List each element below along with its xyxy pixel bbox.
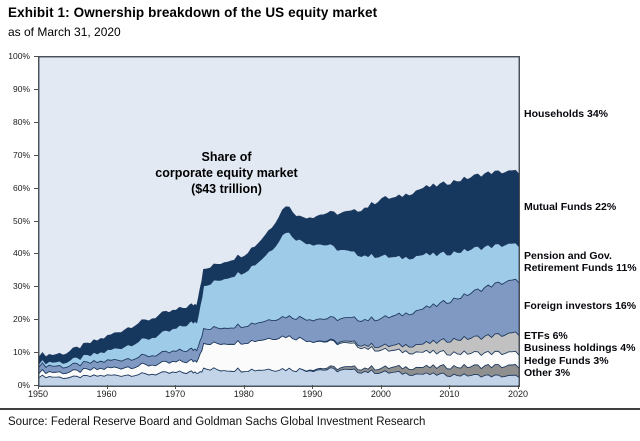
- y-tick-label: 80%: [12, 116, 30, 127]
- y-tick-label: 10%: [12, 347, 30, 358]
- x-tick-mark: [380, 385, 382, 389]
- x-tick-label: 2000: [370, 389, 391, 399]
- series-label-other: Other 3%: [524, 367, 571, 379]
- y-tick-label: 0%: [17, 380, 30, 390]
- source-text: Source: Federal Reserve Board and Goldma…: [8, 416, 426, 428]
- y-tick-mark: [34, 187, 38, 189]
- series-label-pension-gov-retirement-funds: Pension and Gov. Retirement Funds 11%: [524, 249, 637, 274]
- x-tick-mark: [38, 385, 39, 389]
- x-tick-label: 1990: [302, 389, 323, 399]
- x-tick-label: 1950: [27, 389, 49, 399]
- y-tick-mark: [34, 385, 38, 386]
- area-households: [39, 57, 519, 358]
- y-tick-mark: [34, 319, 38, 321]
- exhibit-subtitle: as of March 31, 2020: [8, 25, 121, 39]
- y-tick-label: 100%: [8, 51, 30, 61]
- y-tick-mark: [34, 88, 38, 90]
- series-label-etfs: ETFs 6%: [524, 329, 568, 342]
- x-tick-label: 1980: [233, 389, 254, 399]
- y-tick-label: 60%: [12, 182, 30, 193]
- series-label-mutual-funds: Mutual Funds 22%: [524, 201, 617, 214]
- x-tick-mark: [106, 385, 108, 389]
- y-tick-mark: [34, 253, 38, 255]
- stacked-area-svg: [39, 57, 519, 386]
- x-tick-label: 2010: [439, 389, 460, 399]
- y-tick-label: 30%: [12, 281, 30, 292]
- plot-area: Share of corporate equity market ($43 tr…: [38, 56, 520, 387]
- y-tick-mark: [34, 154, 38, 156]
- x-tick-label: 2020: [507, 389, 529, 399]
- x-tick-mark: [449, 385, 451, 389]
- y-tick-label: 90%: [12, 83, 30, 94]
- x-tick-mark: [243, 385, 245, 389]
- series-label-business-holdings: Business holdings 4%: [524, 342, 636, 354]
- x-tick-label: 1960: [96, 389, 117, 399]
- y-tick-label: 20%: [12, 314, 30, 325]
- x-tick-label: 1970: [165, 389, 186, 399]
- y-tick-mark: [34, 220, 38, 222]
- series-label-households: Households 34%: [524, 107, 609, 120]
- chart-annotation: Share of corporate equity market ($43 tr…: [155, 150, 298, 196]
- y-tick-mark: [34, 121, 38, 123]
- exhibit-title: Exhibit 1: Ownership breakdown of the US…: [8, 5, 378, 20]
- y-tick-label: 50%: [12, 215, 30, 226]
- x-tick-mark: [175, 385, 177, 389]
- y-tick-label: 40%: [12, 248, 30, 259]
- y-tick-mark: [34, 286, 38, 288]
- footer-divider: [0, 408, 640, 410]
- series-label-foreign-investors: Foreign investors 16%: [524, 300, 637, 313]
- y-tick-mark: [34, 56, 38, 57]
- series-label-hedge-funds: Hedge Funds 3%: [524, 354, 609, 367]
- x-tick-mark: [312, 385, 314, 389]
- y-tick-mark: [34, 352, 38, 354]
- y-tick-label: 70%: [12, 149, 30, 160]
- x-tick-mark: [518, 385, 519, 389]
